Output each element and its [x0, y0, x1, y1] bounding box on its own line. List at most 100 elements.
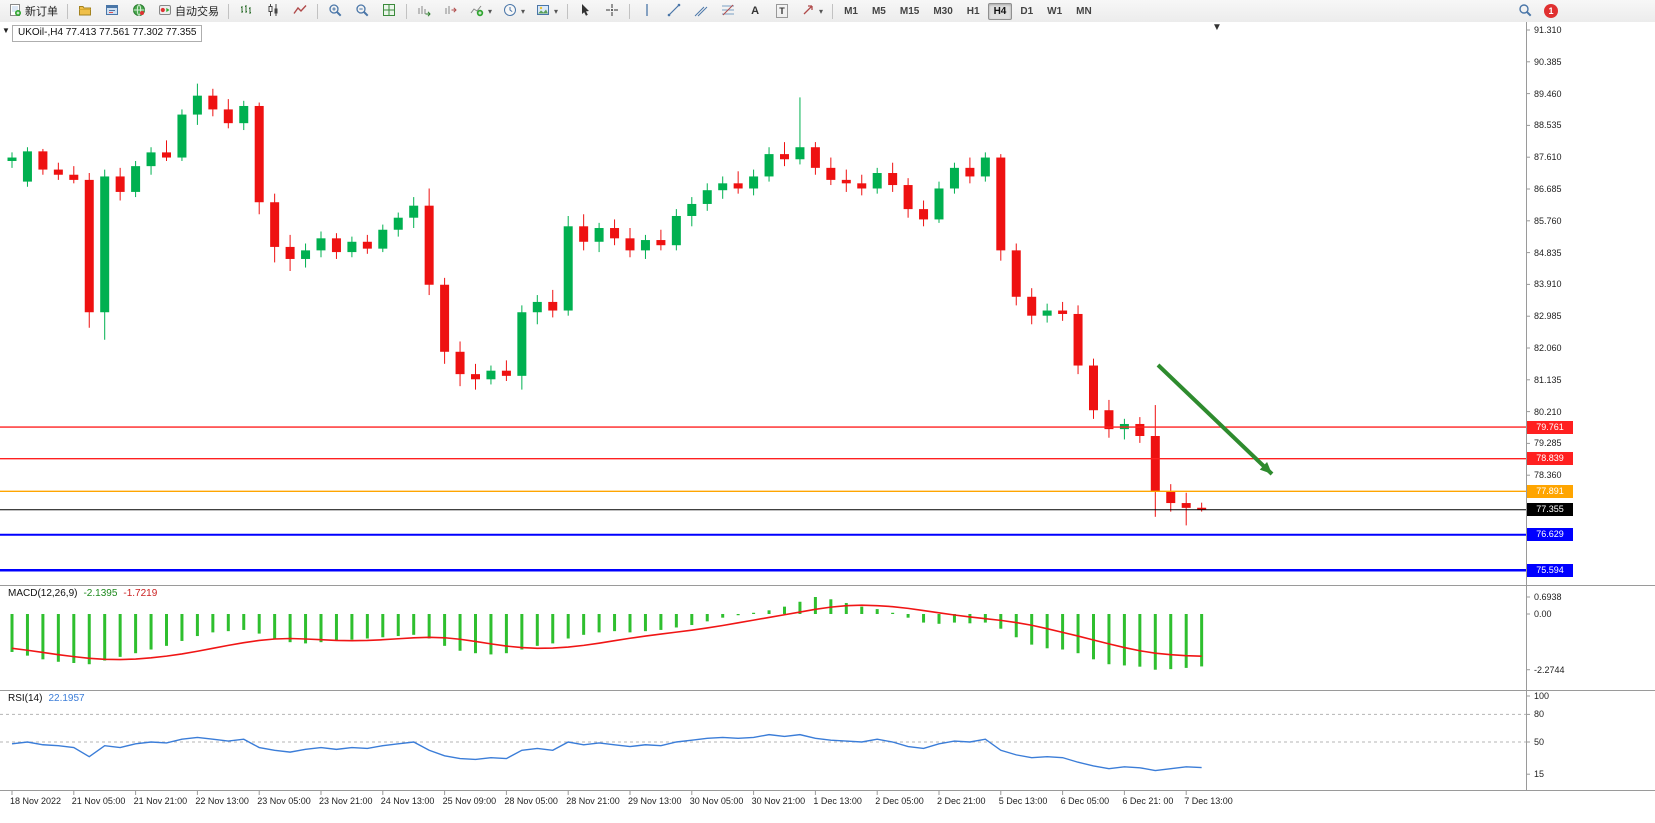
candle-body	[270, 202, 280, 247]
macd-axis-label: -2.2744	[1534, 664, 1565, 675]
cursor-icon	[578, 3, 592, 20]
candle-body	[115, 176, 125, 192]
price-tick-label: 78.360	[1534, 470, 1562, 481]
timeframe-m1-button[interactable]: M1	[844, 5, 858, 17]
timeframe-h1-button[interactable]: H1	[966, 5, 980, 17]
new-order-button[interactable]: 新订单	[3, 1, 63, 21]
templates-button[interactable]: ▾	[531, 1, 563, 21]
one-click-trading-toggle[interactable]: ▼	[2, 26, 10, 35]
candle-body	[1104, 410, 1114, 430]
candle-body	[733, 183, 743, 189]
candle-body	[162, 152, 171, 158]
rsi-indicator-label: RSI(14) 22.1957	[6, 693, 87, 704]
price-tick-label: 88.535	[1534, 120, 1562, 131]
autoscroll-button[interactable]	[411, 1, 437, 21]
price-tick-label: 81.135	[1534, 374, 1562, 385]
globe-icon	[132, 3, 146, 20]
candle-body	[671, 215, 681, 246]
chart-title: UKOil-,H4 77.413 77.561 77.302 77.355	[12, 25, 203, 42]
candle-body	[131, 166, 141, 192]
candle-body	[378, 229, 388, 249]
candle-body	[919, 209, 929, 220]
candle-body	[687, 203, 697, 216]
rsi-value: 22.1957	[48, 693, 85, 704]
chevron-down-icon: ▾	[521, 6, 526, 16]
timeframe-m15-button[interactable]: M15	[899, 5, 920, 17]
price-level-badge-78.839: 78.839	[1527, 452, 1573, 466]
candle-body	[7, 157, 17, 161]
candle-body	[409, 205, 419, 218]
price-tick-label: 91.310	[1534, 25, 1562, 35]
profiles-folder-button[interactable]	[72, 1, 98, 21]
time-axis-label: 24 Nov 13:00	[380, 796, 435, 806]
trend-arrow[interactable]	[1156, 363, 1274, 476]
equidistant-channel-button[interactable]	[688, 1, 714, 21]
candle-body	[1197, 507, 1207, 510]
search-button[interactable]	[1512, 1, 1538, 21]
candle-body	[1011, 250, 1021, 297]
zoom-in-button[interactable]	[322, 1, 348, 21]
chevron-down-icon: ▾	[554, 6, 559, 16]
candlestick-chart-button[interactable]	[260, 1, 286, 21]
text-button[interactable]: A	[742, 1, 768, 21]
arrows-button[interactable]: ▾	[796, 1, 828, 21]
price-level-badge-77.891: 77.891	[1527, 484, 1573, 498]
timeframe-w1-button[interactable]: W1	[1047, 5, 1063, 17]
line-chart-button[interactable]	[287, 1, 313, 21]
timeframe-h4-button[interactable]: H4	[987, 2, 1013, 20]
fibonacci-button[interactable]	[715, 1, 741, 21]
candle-body	[888, 173, 898, 186]
candle-body	[100, 176, 110, 313]
toolbar: 新订单 自动交易 ▾ ▾ ▾ A T ▾ M1 M5 M15 M30 H1 H4 D1 W1 M…	[0, 0, 1655, 23]
toolbar-right-group: 1	[1512, 1, 1558, 21]
notification-badge[interactable]: 1	[1544, 4, 1558, 18]
timeframe-m5-button[interactable]: M5	[871, 5, 886, 17]
chevron-down-icon: ▾	[488, 6, 493, 16]
time-axis-label: 23 Nov 05:00	[257, 796, 311, 806]
macd-main-value: -2.1395	[83, 588, 118, 599]
autotrading-button[interactable]: 自动交易	[153, 1, 224, 21]
macd-name: MACD(12,26,9)	[8, 588, 78, 599]
market-watch-button[interactable]	[99, 1, 125, 21]
candle-body	[69, 174, 79, 180]
vertical-line-button[interactable]	[634, 1, 660, 21]
data-window-button[interactable]	[126, 1, 152, 21]
label-icon: T	[776, 4, 788, 18]
crosshair-icon	[605, 3, 619, 20]
chart-area[interactable]: ▼ UKOil-,H4 77.413 77.561 77.302 77.355 …	[0, 22, 1655, 823]
timeframe-mn-button[interactable]: MN	[1076, 5, 1092, 17]
time-axis-label: 5 Dec 13:00	[998, 796, 1048, 806]
timeframe-m30-button[interactable]: M30	[933, 5, 953, 17]
text-label-button[interactable]: T	[769, 1, 795, 21]
trendline-button[interactable]	[661, 1, 687, 21]
chart-shift-button[interactable]	[438, 1, 464, 21]
trendline-icon	[667, 3, 681, 20]
bar-chart-button[interactable]	[233, 1, 259, 21]
candle-body	[177, 114, 187, 158]
toolbar-separator	[317, 3, 318, 19]
crosshair-button[interactable]	[599, 1, 625, 21]
price-tick-label: 79.285	[1534, 438, 1562, 449]
time-axis-label: 21 Nov 21:00	[133, 796, 188, 806]
grid-icon	[382, 3, 396, 20]
candle-body	[440, 284, 450, 352]
time-axis-label: 2 Dec 05:00	[875, 796, 924, 806]
autoscroll-icon	[417, 3, 431, 20]
price-tick-label: 80.210	[1534, 406, 1562, 417]
price-tick-label: 86.685	[1534, 184, 1562, 194]
candle-body	[239, 105, 249, 124]
macd-signal-value: -1.7219	[123, 588, 158, 599]
candle-body	[393, 217, 403, 230]
candle-body	[1058, 310, 1068, 314]
candle-body	[223, 109, 233, 124]
indicators-button[interactable]: ▾	[465, 1, 497, 21]
chart-shift-marker[interactable]: ▼	[1212, 22, 1222, 33]
zoom-out-button[interactable]	[349, 1, 375, 21]
timeframe-d1-button[interactable]: D1	[1020, 5, 1034, 17]
cursor-button[interactable]	[572, 1, 598, 21]
tile-windows-button[interactable]	[376, 1, 402, 21]
periods-button[interactable]: ▾	[498, 1, 530, 21]
candle-body	[610, 228, 620, 239]
candle-body	[980, 157, 990, 177]
